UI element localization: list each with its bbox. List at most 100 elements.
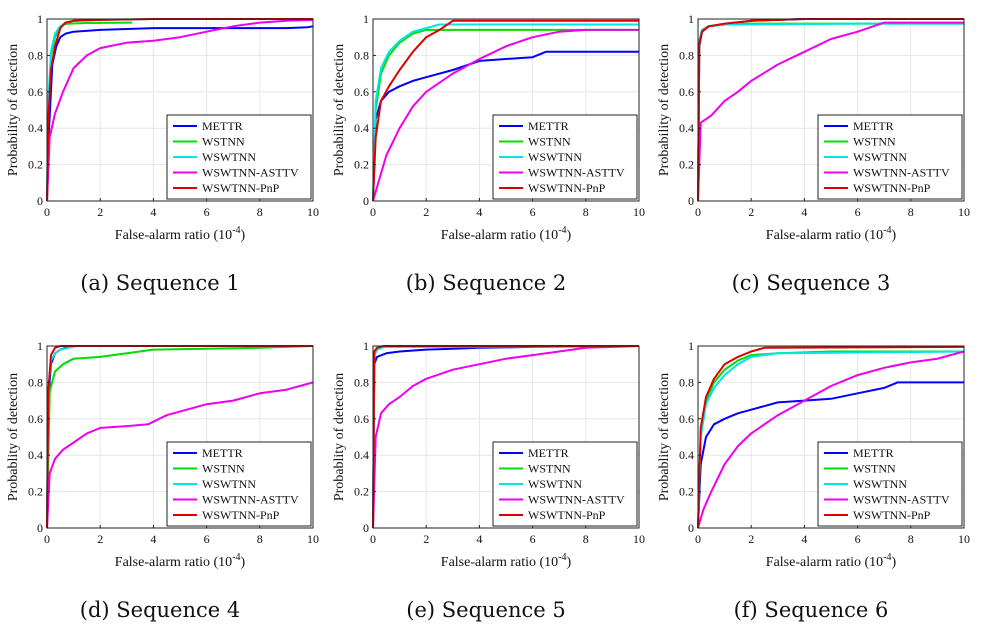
x-tick-label: 8: [583, 532, 589, 546]
y-tick-label: 0: [37, 521, 43, 535]
x-tick-label: 8: [908, 205, 914, 219]
subfigure-caption: (d) Sequence 4: [80, 598, 240, 622]
y-tick-label: 0.2: [679, 485, 694, 499]
legend-label: WSWTNN: [853, 150, 907, 164]
x-tick-label: 10: [633, 205, 645, 219]
x-tick-label: 10: [958, 532, 970, 546]
legend-label: WSTNN: [202, 135, 245, 149]
legend-label: WSWTNN: [853, 477, 907, 491]
legend-label: METTR: [202, 446, 243, 460]
chart-panel-5: 0 2 4 6 8 10 0 0.2 0.4 0.6 0.8 1 False-alarm ratio (…: [332, 339, 645, 622]
series-line-wswtnn: [372, 23, 639, 202]
y-tick-label: 0.2: [354, 158, 369, 172]
y-tick-label: 0.8: [354, 375, 369, 389]
y-tick-label: 0.8: [679, 375, 694, 389]
series-line-wswtnn-asttv: [372, 28, 639, 202]
series-line-wswtnn-asttv: [697, 350, 965, 529]
legend-label: WSWTNN: [202, 477, 256, 491]
y-tick-label: 0.4: [354, 121, 369, 135]
x-tick-label: 2: [748, 205, 754, 219]
y-tick-label: 0: [37, 194, 43, 208]
x-tick-label: 4: [801, 532, 807, 546]
x-tick-label: 2: [423, 532, 429, 546]
legend-label: WSWTNN-PnP: [528, 508, 606, 522]
x-tick-label: 6: [855, 532, 861, 546]
axes-frame: [372, 18, 640, 202]
y-tick-label: 1: [37, 339, 43, 353]
legend-label: METTR: [853, 119, 894, 133]
subfigure-caption: (f) Sequence 6: [734, 598, 889, 622]
legend-label: WSWTNN-ASTTV: [853, 166, 950, 180]
legend-label: WSTNN: [853, 135, 896, 149]
y-tick-label: 0.2: [354, 485, 369, 499]
y-axis-label: Probablity of detection: [6, 373, 21, 501]
x-axis-label: False-alarm ratio (10-4): [115, 225, 246, 243]
legend-label: WSWTNN: [202, 150, 256, 164]
x-tick-label: 8: [257, 532, 263, 546]
legend-label: WSWTNN-PnP: [853, 508, 931, 522]
y-tick-label: 0.4: [679, 448, 694, 462]
y-tick-label: 0: [688, 521, 694, 535]
legend-label: WSWTNN-PnP: [202, 508, 280, 522]
y-axis-label: Probability of detection: [657, 44, 672, 176]
legend-label: METTR: [528, 119, 569, 133]
x-tick-label: 4: [150, 205, 156, 219]
legend-label: WSWTNN: [528, 150, 582, 164]
legend-label: WSWTNN-PnP: [528, 181, 606, 195]
y-tick-label: 0.8: [354, 48, 369, 62]
axes-frame: [46, 345, 314, 529]
chart-panel-1: 0 2 4 6 8 10 0 0.2 0.4 0.6 0.8 1 False-alarm ratio (…: [6, 12, 319, 295]
y-axis-label: Probability of detection: [332, 44, 347, 176]
x-tick-label: 4: [150, 532, 156, 546]
x-tick-label: 6: [530, 532, 536, 546]
x-tick-label: 10: [633, 532, 645, 546]
x-tick-label: 4: [801, 205, 807, 219]
y-tick-label: 1: [363, 12, 369, 26]
y-axis-label: Probablity of detection: [332, 373, 347, 501]
y-tick-label: 0.6: [354, 85, 369, 99]
legend-label: WSTNN: [528, 462, 571, 476]
series-line-wswtnn-asttv: [372, 345, 640, 529]
chart-panel-6: 0 2 4 6 8 10 0 0.2 0.4 0.6 0.8 1 False-alarm ratio (…: [657, 339, 970, 622]
series-line-wswtnn-asttv: [697, 21, 964, 202]
chart-panel-3: 0 2 4 6 8 10 0 0.2 0.4 0.6 0.8 1 False-alarm ratio (…: [657, 12, 970, 295]
y-tick-label: 0.2: [28, 485, 43, 499]
series-line-mettr: [697, 381, 964, 529]
legend-label: WSWTNN-ASTTV: [202, 493, 299, 507]
x-axis-label: False-alarm ratio (10-4): [766, 552, 897, 570]
y-tick-label: 0.4: [354, 448, 369, 462]
subfigure-caption: (e) Sequence 5: [406, 598, 565, 622]
legend-label: WSWTNN: [528, 477, 582, 491]
y-tick-label: 1: [688, 339, 694, 353]
chart-panel-2: 0 2 4 6 8 10 0 0.2 0.4 0.6 0.8 1 False-alarm ratio (…: [332, 12, 645, 295]
x-tick-label: 10: [307, 205, 319, 219]
y-tick-label: 0.8: [28, 48, 43, 62]
y-tick-label: 1: [688, 12, 694, 26]
y-tick-label: 0: [363, 194, 369, 208]
legend-label: WSTNN: [853, 462, 896, 476]
y-tick-label: 0.4: [28, 121, 43, 135]
y-tick-label: 0: [688, 194, 694, 208]
x-tick-label: 8: [257, 205, 263, 219]
series-line-wswtnn-asttv: [46, 18, 314, 202]
x-tick-label: 4: [476, 205, 482, 219]
axes-frame: [697, 345, 965, 529]
legend-label: WSTNN: [202, 462, 245, 476]
x-tick-label: 6: [204, 205, 210, 219]
subfigure-caption: (a) Sequence 1: [80, 271, 240, 295]
x-axis-label: False-alarm ratio (10-4): [115, 552, 246, 570]
y-tick-label: 0.2: [28, 158, 43, 172]
y-tick-label: 0.2: [679, 158, 694, 172]
x-tick-label: 6: [204, 532, 210, 546]
y-tick-label: 0: [363, 521, 369, 535]
y-tick-label: 0.4: [28, 448, 43, 462]
x-tick-label: 10: [958, 205, 970, 219]
x-tick-label: 2: [748, 532, 754, 546]
y-tick-label: 0.4: [679, 121, 694, 135]
subfigure-caption: (c) Sequence 3: [732, 271, 891, 295]
subfigure-caption: (b) Sequence 2: [406, 271, 566, 295]
